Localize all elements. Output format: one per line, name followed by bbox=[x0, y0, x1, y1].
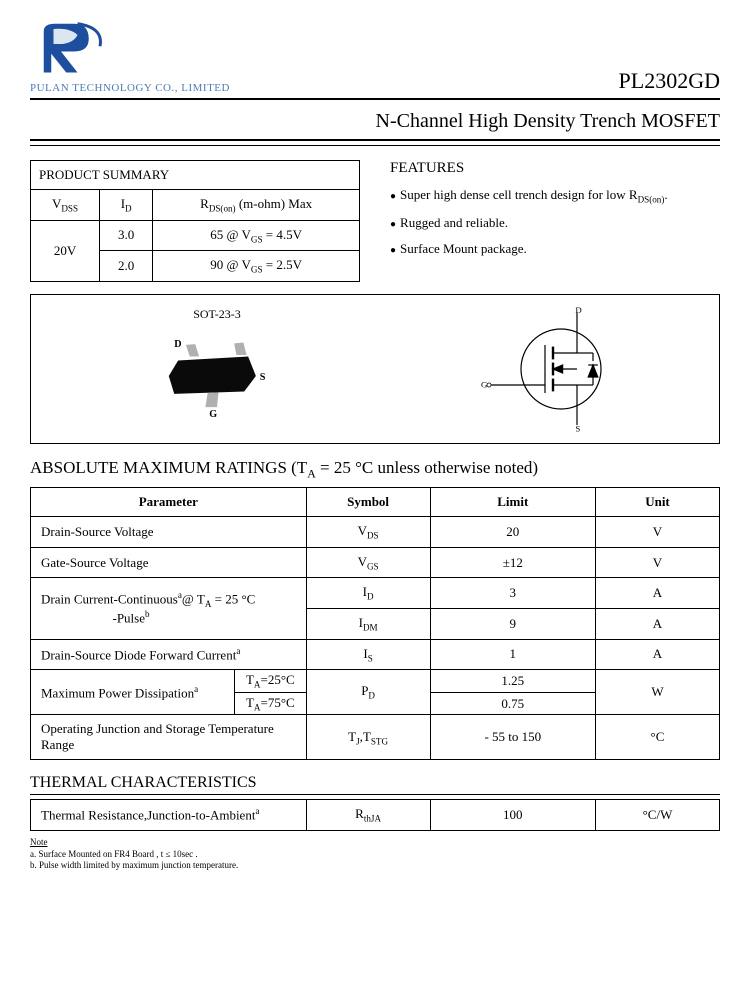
note-b: b. Pulse width limited by maximum juncti… bbox=[30, 860, 238, 870]
mosfet-symbol-icon: D G S bbox=[473, 304, 633, 434]
col-vdss: VDSS bbox=[31, 190, 100, 221]
feature-item: Surface Mount package. bbox=[390, 241, 720, 257]
col-limit: Limit bbox=[430, 488, 595, 517]
notes: Note a. Surface Mounted on FR4 Board , t… bbox=[30, 837, 720, 872]
header: PULAN TECHNOLOGY CO., LIMITED PL2302GD bbox=[30, 20, 720, 94]
features: FEATURES Super high dense cell trench de… bbox=[390, 160, 720, 282]
company-name: PULAN TECHNOLOGY CO., LIMITED bbox=[30, 82, 230, 94]
feature-item: Rugged and reliable. bbox=[390, 215, 720, 231]
pin-d-label: D bbox=[174, 339, 181, 350]
pin-s-label: S bbox=[260, 372, 266, 383]
table-row: Drain-Source Voltage VDS 20 V bbox=[31, 517, 720, 548]
features-list: Super high dense cell trench design for … bbox=[390, 187, 720, 257]
rds-val-1: 90 @ VGS = 2.5V bbox=[153, 251, 360, 282]
sym-d-label: D bbox=[575, 305, 581, 315]
divider bbox=[30, 98, 720, 100]
sym-s-label: S bbox=[575, 423, 580, 433]
ratings-heading: ABSOLUTE MAXIMUM RATINGS (TA = 25 °C unl… bbox=[30, 458, 720, 481]
id-val-1: 2.0 bbox=[100, 251, 153, 282]
thermal-table: Thermal Resistance,Junction-to-Ambienta … bbox=[30, 799, 720, 831]
table-row: Thermal Resistance,Junction-to-Ambienta … bbox=[31, 800, 720, 831]
sot23-icon: D S G bbox=[147, 326, 287, 426]
vdss-val: 20V bbox=[31, 220, 100, 281]
rds-val-0: 65 @ VGS = 4.5V bbox=[153, 220, 360, 251]
table-row: Operating Junction and Storage Temperatu… bbox=[31, 715, 720, 760]
package-drawing: SOT-23-3 D S G bbox=[117, 307, 317, 431]
table-row: Drain Current-Continuousa@ TA = 25 °C -P… bbox=[31, 578, 720, 609]
package-box: SOT-23-3 D S G bbox=[30, 294, 720, 444]
col-id: ID bbox=[100, 190, 153, 221]
col-rds: RDS(on) (m-ohm) Max bbox=[153, 190, 360, 221]
thermal-heading: THERMAL CHARACTERISTICS bbox=[30, 774, 720, 795]
feature-item: Super high dense cell trench design for … bbox=[390, 187, 720, 205]
ratings-table: Parameter Symbol Limit Unit Drain-Source… bbox=[30, 487, 720, 760]
table-row: Gate-Source Voltage VGS ±12 V bbox=[31, 547, 720, 578]
page-title: N-Channel High Density Trench MOSFET bbox=[30, 110, 720, 133]
ps-heading: PRODUCT SUMMARY bbox=[31, 161, 360, 190]
divider bbox=[30, 139, 720, 141]
pin-g-label: G bbox=[209, 409, 217, 420]
col-param: Parameter bbox=[31, 488, 307, 517]
summary-features-row: PRODUCT SUMMARY VDSS ID RDS(on) (m-ohm) … bbox=[30, 160, 720, 282]
table-row: Maximum Power Dissipationa TA=25°C PD 1.… bbox=[31, 670, 720, 693]
col-unit: Unit bbox=[595, 488, 719, 517]
note-a: a. Surface Mounted on FR4 Board , t ≤ 10… bbox=[30, 849, 198, 859]
pulan-logo-icon bbox=[30, 20, 110, 80]
logo-block: PULAN TECHNOLOGY CO., LIMITED bbox=[30, 20, 230, 94]
package-label: SOT-23-3 bbox=[117, 307, 317, 322]
divider bbox=[30, 145, 720, 146]
col-symbol: Symbol bbox=[306, 488, 430, 517]
table-row: Drain-Source Diode Forward Currenta IS 1… bbox=[31, 639, 720, 670]
features-heading: FEATURES bbox=[390, 160, 720, 177]
part-number: PL2302GD bbox=[619, 68, 720, 94]
product-summary-table: PRODUCT SUMMARY VDSS ID RDS(on) (m-ohm) … bbox=[30, 160, 360, 282]
product-summary: PRODUCT SUMMARY VDSS ID RDS(on) (m-ohm) … bbox=[30, 160, 360, 282]
id-val-0: 3.0 bbox=[100, 220, 153, 251]
note-label: Note bbox=[30, 837, 48, 847]
